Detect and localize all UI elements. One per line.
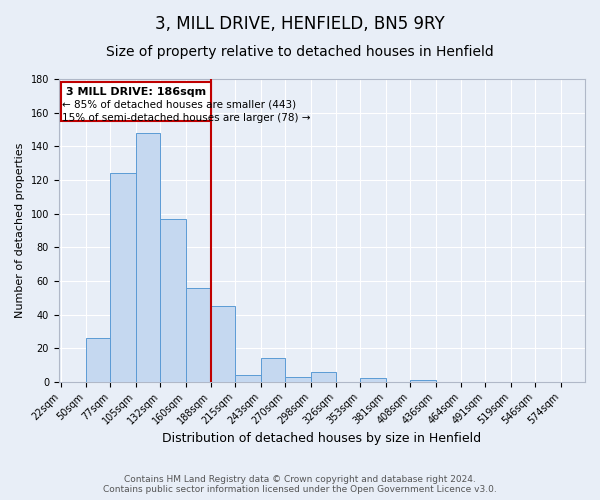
Bar	[235, 375, 261, 382]
Bar	[86, 338, 110, 382]
Bar	[61, 82, 211, 121]
X-axis label: Distribution of detached houses by size in Henfield: Distribution of detached houses by size …	[163, 432, 481, 445]
Bar	[211, 306, 235, 382]
Y-axis label: Number of detached properties: Number of detached properties	[15, 142, 25, 318]
Text: Contains public sector information licensed under the Open Government Licence v3: Contains public sector information licen…	[103, 485, 497, 494]
Text: 15% of semi-detached houses are larger (78) →: 15% of semi-detached houses are larger (…	[62, 112, 311, 122]
Bar	[136, 133, 160, 382]
Bar	[160, 218, 185, 382]
Text: 3 MILL DRIVE: 186sqm: 3 MILL DRIVE: 186sqm	[66, 86, 206, 97]
Text: Contains HM Land Registry data © Crown copyright and database right 2024.: Contains HM Land Registry data © Crown c…	[124, 475, 476, 484]
Bar	[185, 288, 211, 382]
Bar	[110, 173, 136, 382]
Bar	[410, 380, 436, 382]
Text: ← 85% of detached houses are smaller (443): ← 85% of detached houses are smaller (44…	[62, 99, 296, 109]
Text: Size of property relative to detached houses in Henfield: Size of property relative to detached ho…	[106, 45, 494, 59]
Bar	[361, 378, 386, 382]
Bar	[311, 372, 336, 382]
Bar	[285, 377, 311, 382]
Text: 3, MILL DRIVE, HENFIELD, BN5 9RY: 3, MILL DRIVE, HENFIELD, BN5 9RY	[155, 15, 445, 33]
Bar	[261, 358, 285, 382]
